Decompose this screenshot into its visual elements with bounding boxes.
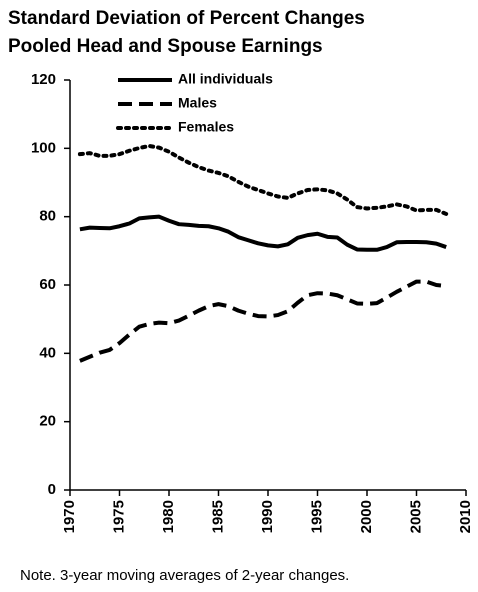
x-tick-label: 1980	[160, 500, 177, 533]
legend-label: Females	[178, 119, 234, 135]
x-tick-label: 1970	[61, 500, 78, 533]
series-line	[79, 279, 447, 363]
x-tick-label: 2005	[407, 500, 424, 533]
legend-label: All individuals	[178, 71, 273, 87]
series-line	[77, 143, 449, 216]
x-tick-label: 1995	[308, 500, 325, 533]
series-line	[79, 214, 447, 252]
note: Note. 3-year moving averages of 2-year c…	[20, 567, 349, 584]
chart-title: Pooled Head and Spouse Earnings	[8, 36, 323, 57]
x-tick-label: 2000	[358, 500, 375, 533]
y-tick-label: 120	[31, 71, 56, 88]
x-tick-label: 1985	[209, 500, 226, 533]
x-tick-label: 1975	[110, 500, 127, 533]
x-tick-label: 2010	[457, 500, 474, 533]
y-tick-label: 60	[39, 276, 56, 293]
legend-label: Males	[178, 95, 217, 111]
y-tick-label: 40	[39, 344, 56, 361]
y-tick-label: 80	[39, 208, 56, 225]
chart-title: Standard Deviation of Percent Changes	[8, 8, 365, 29]
y-tick-label: 100	[31, 139, 56, 156]
x-tick-label: 1990	[259, 500, 276, 533]
y-tick-label: 20	[39, 413, 56, 430]
y-tick-label: 0	[48, 481, 56, 498]
